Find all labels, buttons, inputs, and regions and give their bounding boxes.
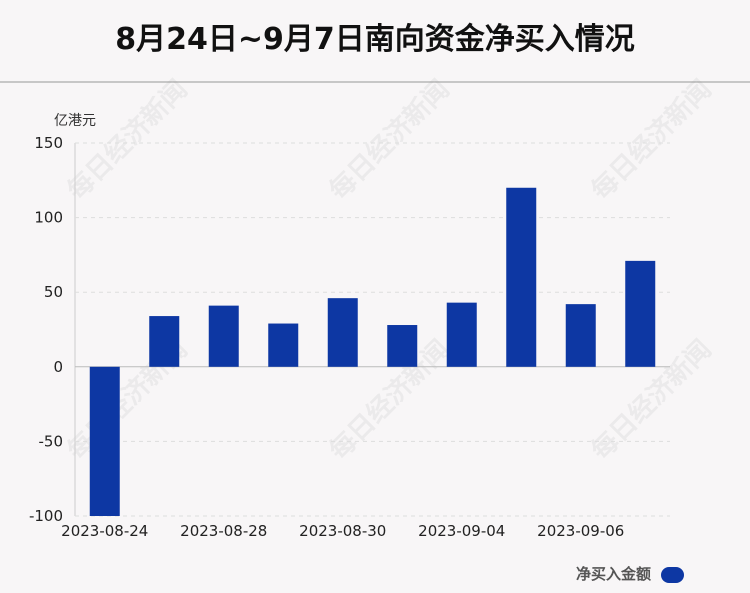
bar-2023-09-06 bbox=[565, 304, 596, 367]
y-tick-label: 0 bbox=[53, 358, 63, 376]
y-tick-label: -50 bbox=[39, 432, 64, 450]
x-tick-label: 2023-09-06 bbox=[537, 522, 624, 540]
bar-2023-09-05 bbox=[506, 187, 537, 367]
chart-title: 8月24日~9月7日南向资金净买入情况 bbox=[115, 22, 635, 57]
y-axis-unit-label: 亿港元 bbox=[54, 113, 96, 129]
x-tick-label: 2023-08-24 bbox=[61, 522, 148, 540]
bar-2023-09-04 bbox=[446, 302, 477, 367]
title-divider bbox=[0, 81, 750, 83]
bar-2023-08-24 bbox=[89, 366, 120, 516]
y-tick-label: -100 bbox=[29, 507, 63, 525]
legend-label: 净买入金额 bbox=[576, 565, 652, 583]
x-tick-label: 2023-08-30 bbox=[299, 522, 386, 540]
x-tick-label: 2023-09-04 bbox=[418, 522, 505, 540]
bar-2023-08-30 bbox=[327, 298, 358, 367]
bars bbox=[89, 187, 656, 516]
y-tick-label: 50 bbox=[44, 283, 63, 301]
y-axis-ticks: 150 100 50 0 -50 -100 bbox=[29, 134, 63, 525]
y-tick-label: 100 bbox=[34, 209, 63, 227]
y-tick-label: 150 bbox=[34, 134, 63, 152]
bar-2023-09-07 bbox=[625, 260, 656, 367]
bar-2023-08-29 bbox=[268, 323, 299, 367]
bar-2023-08-28 bbox=[208, 305, 239, 367]
bar-2023-08-25 bbox=[149, 316, 180, 367]
legend-swatch bbox=[661, 567, 684, 583]
x-axis-ticks: 2023-08-24 2023-08-28 2023-08-30 2023-09-04… bbox=[61, 522, 624, 540]
x-tick-label: 2023-08-28 bbox=[180, 522, 267, 540]
bar-2023-08-31 bbox=[387, 325, 418, 367]
